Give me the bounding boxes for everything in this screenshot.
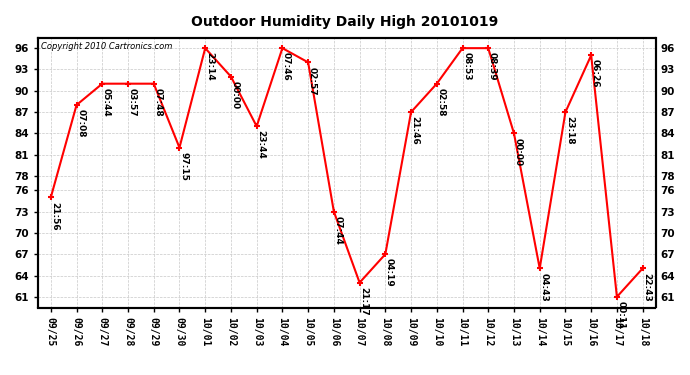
- Text: 00:00: 00:00: [230, 81, 239, 109]
- Text: 21:46: 21:46: [411, 116, 420, 145]
- Text: 08:39: 08:39: [488, 53, 497, 81]
- Text: 02:57: 02:57: [308, 66, 317, 95]
- Text: 08:53: 08:53: [462, 53, 471, 81]
- Text: 22:43: 22:43: [642, 273, 651, 302]
- Text: 07:08: 07:08: [76, 109, 85, 138]
- Text: 23:44: 23:44: [256, 130, 266, 159]
- Text: 07:46: 07:46: [282, 53, 291, 81]
- Text: 06:26: 06:26: [591, 59, 600, 88]
- Text: 97:15: 97:15: [179, 152, 188, 181]
- Text: 00:00: 00:00: [513, 138, 522, 166]
- Text: 04:43: 04:43: [540, 273, 549, 302]
- Text: 23:18: 23:18: [565, 116, 574, 145]
- Text: Copyright 2010 Cartronics.com: Copyright 2010 Cartronics.com: [41, 42, 172, 51]
- Text: 03:57: 03:57: [128, 88, 137, 117]
- Text: 07:48: 07:48: [153, 88, 162, 117]
- Text: 05:44: 05:44: [102, 88, 111, 117]
- Text: 07:44: 07:44: [333, 216, 342, 244]
- Text: 21:56: 21:56: [50, 201, 59, 230]
- Text: 04:19: 04:19: [385, 258, 394, 287]
- Text: Outdoor Humidity Daily High 20101019: Outdoor Humidity Daily High 20101019: [191, 15, 499, 29]
- Text: 02:58: 02:58: [437, 88, 446, 116]
- Text: 23:14: 23:14: [205, 53, 214, 81]
- Text: 21:17: 21:17: [359, 287, 368, 315]
- Text: 00:11: 00:11: [617, 301, 626, 329]
